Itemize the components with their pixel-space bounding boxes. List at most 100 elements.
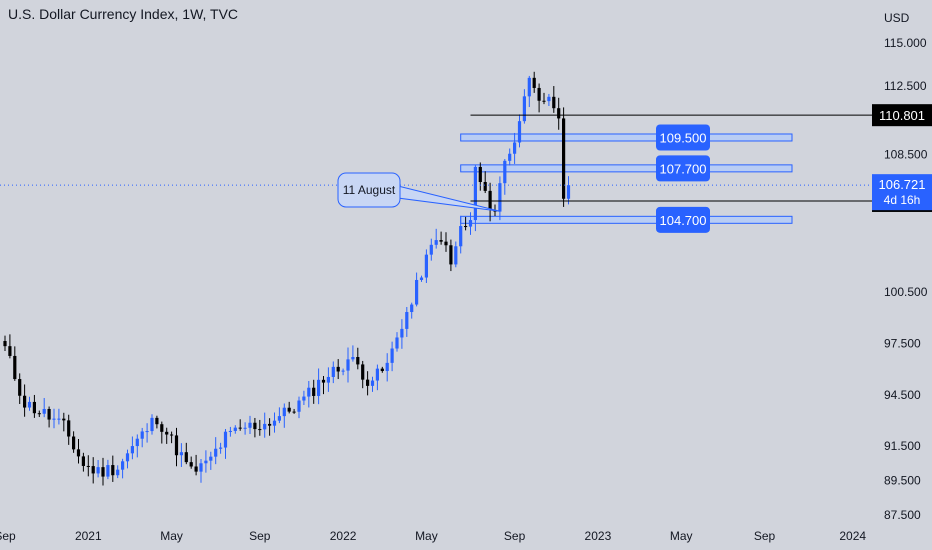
x-tick-label: Sep: [754, 529, 776, 543]
candle-body: [415, 279, 419, 305]
candle-body: [111, 465, 115, 476]
candle-body: [326, 376, 330, 383]
candle-body: [8, 346, 12, 356]
candle-body: [292, 411, 296, 413]
annotation-label: 11 August: [343, 183, 396, 197]
x-tick-label: Sep: [249, 529, 271, 543]
y-tick-label: 91.500: [884, 439, 921, 453]
candle-body: [121, 461, 125, 470]
price-axis[interactable]: USD 115.000 112.500 108.500 100.500 97.500 94…: [884, 11, 928, 522]
candle-body: [214, 448, 218, 457]
candle-body: [346, 359, 350, 371]
candle-body: [390, 348, 394, 363]
candle-body: [557, 108, 561, 119]
level-zone-label-box: [656, 155, 710, 182]
candle-body: [542, 100, 546, 102]
x-tick-label: Sep: [504, 529, 526, 543]
level-zones: 109.500 107.700 104.700: [460, 124, 793, 233]
candle-body: [258, 429, 262, 431]
x-tick-label: 2024: [839, 529, 866, 543]
candle-body: [287, 407, 291, 412]
candle-body: [23, 395, 27, 408]
x-tick-label: 2022: [330, 529, 357, 543]
candle-body: [468, 220, 473, 227]
candle-body: [566, 185, 571, 199]
candle-body: [27, 401, 32, 408]
candle-body: [312, 387, 316, 396]
x-tick-label: Sep: [0, 529, 16, 543]
candle-body: [72, 436, 76, 450]
candle-body: [189, 462, 193, 467]
candle-body: [527, 77, 531, 97]
candle-body: [488, 190, 492, 210]
candle-body: [52, 418, 56, 420]
candle-body: [233, 427, 237, 431]
candle-body: [67, 420, 71, 437]
x-tick-label: May: [415, 529, 438, 543]
current-price-tag: [872, 174, 932, 211]
candle-body: [37, 413, 41, 415]
x-tick-label: May: [670, 529, 693, 543]
candle-body: [18, 379, 22, 396]
current-price-label: 106.721: [879, 177, 926, 192]
candle-body: [380, 368, 384, 372]
x-tick-label: May: [160, 529, 183, 543]
time-axis[interactable]: Sep 2021 May Sep 2022 May Sep 2023 May Sep 2024: [0, 529, 866, 543]
candle-body: [194, 466, 198, 472]
y-tick-label: 89.500: [884, 474, 921, 488]
y-tick-label: 108.500: [884, 148, 928, 162]
candle-body: [459, 226, 463, 247]
y-tick-label: 112.500: [884, 79, 927, 93]
candle-body: [410, 304, 414, 313]
candle-body: [199, 463, 203, 472]
candle-body: [228, 430, 232, 432]
candle-body: [253, 422, 257, 430]
candle-body: [317, 379, 321, 396]
candle-body: [243, 427, 247, 429]
candle-body: [424, 254, 428, 278]
candle-body: [135, 438, 139, 447]
candle-body: [150, 417, 154, 432]
candlestick-series: [3, 71, 571, 486]
candle-body: [101, 467, 105, 477]
candle-body: [86, 465, 90, 467]
candle-body: [272, 420, 277, 426]
annotation-box: [337, 172, 401, 208]
candle-body: [125, 453, 130, 462]
candle-body: [184, 452, 188, 463]
candle-body: [419, 277, 424, 280]
candle-body: [170, 434, 174, 436]
candle-body: [434, 240, 438, 245]
candle-body: [179, 452, 183, 456]
candle-body: [405, 312, 409, 329]
candle-body: [174, 435, 179, 456]
candle-body: [106, 465, 110, 477]
candle-body: [145, 431, 149, 433]
candle-body: [331, 366, 335, 377]
candle-body: [395, 337, 399, 349]
candle-body: [57, 418, 61, 420]
candle-body: [268, 423, 272, 426]
candle-body: [537, 87, 541, 101]
candle-body: [297, 400, 301, 412]
candle-body: [522, 96, 526, 122]
y-tick-label: 94.500: [884, 388, 921, 402]
candle-body: [116, 469, 120, 476]
y-tick-label: 100.500: [884, 285, 928, 299]
date-annotation[interactable]: 11 August: [337, 172, 501, 212]
candle-body: [209, 456, 213, 461]
candle-body: [547, 96, 551, 102]
candle-body: [454, 246, 458, 265]
candle-body: [508, 153, 512, 161]
level-zone-label: 104.700: [660, 213, 707, 228]
candle-body: [532, 77, 536, 88]
candle-body: [356, 357, 360, 365]
candle-body: [513, 142, 517, 154]
level-price-tag: [872, 104, 932, 127]
candle-body: [400, 328, 404, 338]
candle-body: [204, 460, 208, 464]
level-zone: [460, 164, 793, 173]
candle-body: [13, 355, 17, 380]
level-zone: [460, 215, 793, 224]
